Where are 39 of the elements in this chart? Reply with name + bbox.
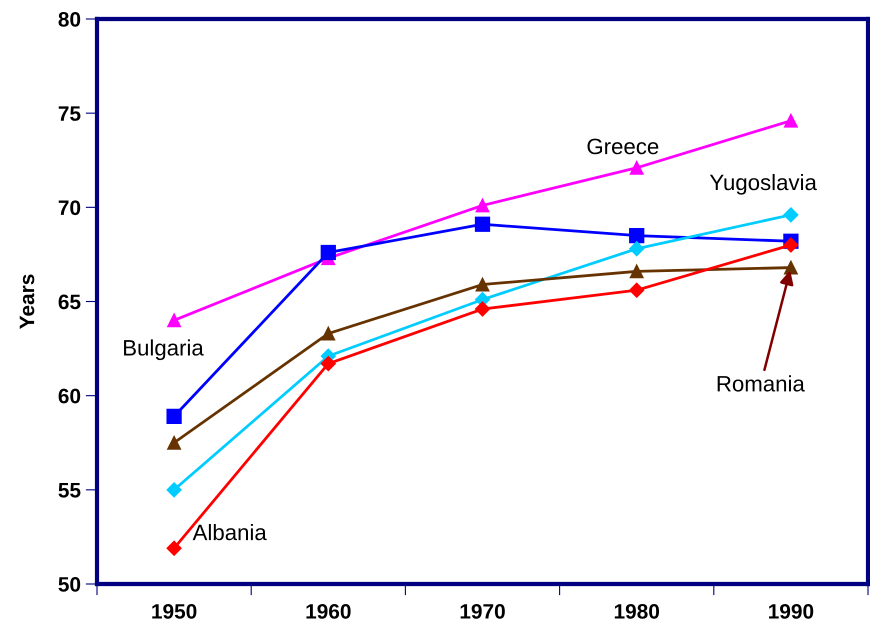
x-tick-label: 1950 (152, 604, 196, 619)
y-tick-label: 65 (58, 294, 80, 310)
point (474, 216, 490, 232)
point (320, 244, 336, 260)
text: Romania (718, 375, 805, 392)
y-tick-label: 50 (58, 577, 80, 592)
series-label: Yugoslavia (710, 174, 817, 195)
x-tick-label: 1990 (769, 604, 814, 619)
y-tick-label: 80 (58, 12, 80, 27)
y-axis-title: Years (20, 274, 34, 329)
y-tick-label: 75 (58, 106, 80, 121)
point (784, 114, 798, 128)
point (321, 326, 336, 340)
point (783, 207, 798, 222)
series-label: Greece (587, 138, 658, 154)
point (476, 198, 490, 212)
x-tick-label: 1970 (460, 604, 505, 619)
point (476, 278, 490, 292)
point (166, 482, 182, 498)
x-tick-label: 1960 (306, 604, 351, 619)
point (474, 301, 490, 317)
point (630, 264, 644, 278)
point (166, 540, 182, 556)
point (629, 228, 644, 244)
y-tick-label: 55 (58, 483, 80, 498)
point (784, 260, 798, 275)
series-label: Albania (192, 524, 267, 540)
y-tick-label: 70 (58, 200, 80, 216)
series-label: Bulgaria (124, 339, 204, 360)
point (166, 408, 182, 424)
point (167, 436, 182, 450)
point (167, 313, 182, 328)
point (629, 282, 644, 298)
y-tick-label: 60 (58, 388, 80, 404)
x-tick-label: 1980 (614, 604, 660, 619)
point (783, 237, 798, 253)
point (320, 356, 336, 372)
point (629, 241, 644, 256)
point (630, 160, 644, 175)
